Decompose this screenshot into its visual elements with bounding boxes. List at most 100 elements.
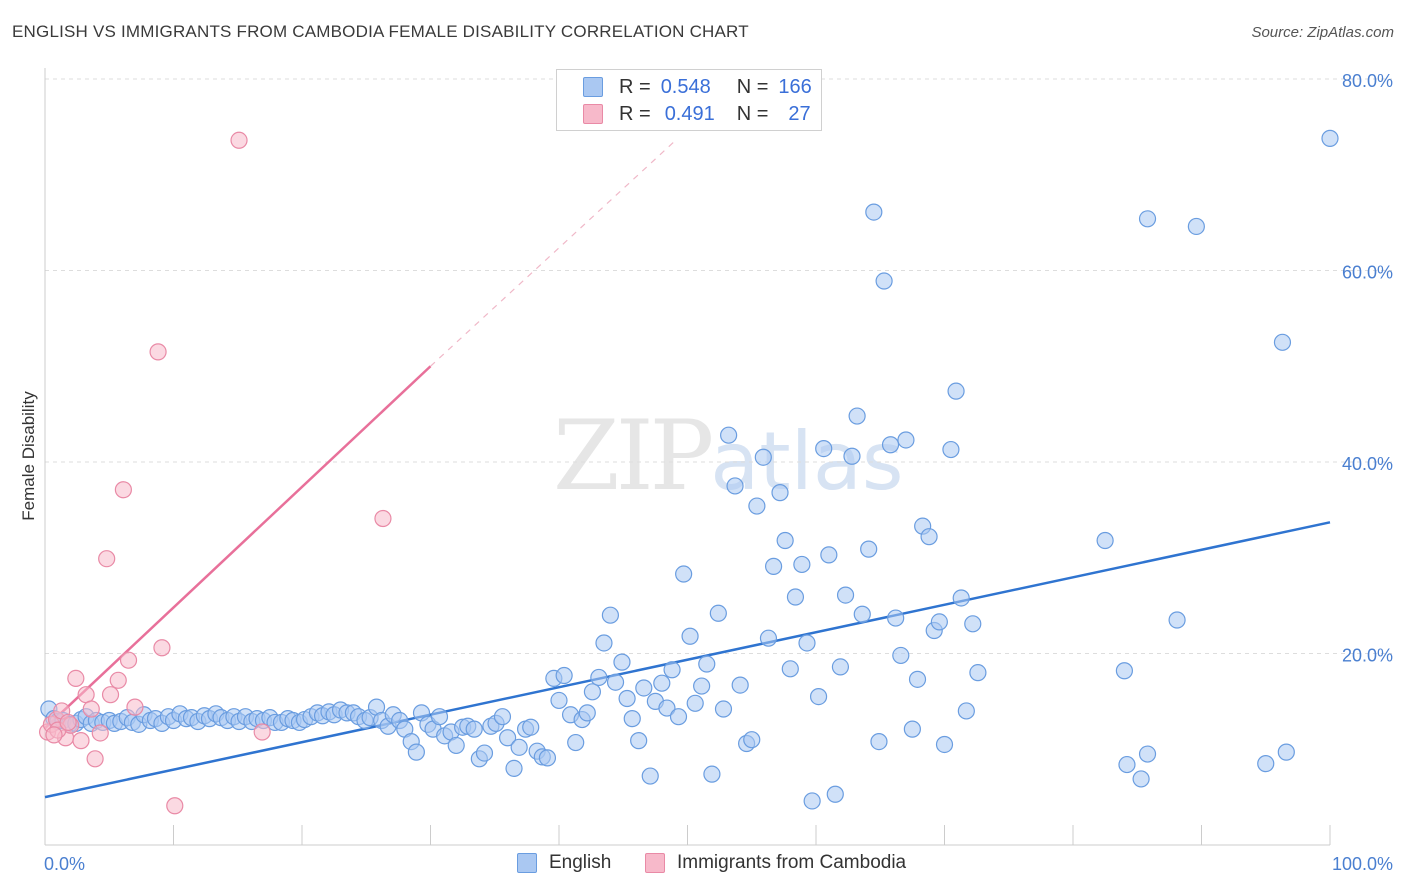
cambodia-points: [38, 131, 392, 815]
x-tick-label: 0.0%: [44, 854, 85, 874]
english-point: [635, 679, 653, 697]
correlation-legend: R = 0.548 N = 166 R = 0.491 N = 27: [556, 69, 822, 131]
source-credit: Source: ZipAtlas.com: [1251, 24, 1394, 41]
english-point: [465, 720, 483, 738]
english-point: [1277, 743, 1295, 761]
cambodia-point: [72, 732, 90, 750]
english-point: [623, 710, 641, 728]
english-point: [505, 759, 523, 778]
english-points: [40, 129, 1339, 810]
english-point: [793, 555, 811, 574]
english-point: [897, 431, 915, 449]
english-point: [641, 767, 659, 785]
legend-cambodia-swatch: [645, 853, 665, 873]
series-legend: English Immigrants from Cambodia: [0, 852, 1406, 878]
cambodia-point: [101, 686, 120, 704]
english-point: [447, 736, 465, 755]
english-point: [930, 613, 948, 631]
english-point: [920, 528, 938, 546]
english-point: [1138, 745, 1157, 763]
english-point: [820, 546, 838, 564]
y-tick-label: 40.0%: [1342, 454, 1393, 474]
legend-row-english: R = 0.548 N = 166: [583, 74, 812, 100]
english-point: [618, 689, 636, 708]
tick-labels: 20.0% 40.0% 60.0% 80.0% 0.0% 100.0%: [44, 71, 1393, 874]
english-point: [726, 477, 744, 495]
english-point: [499, 729, 517, 747]
english-point: [969, 664, 987, 682]
english-point: [714, 700, 733, 718]
y-tick-label: 60.0%: [1342, 263, 1393, 283]
english-point: [887, 609, 905, 627]
english-point: [957, 702, 975, 720]
english-point: [743, 731, 761, 749]
legend-english-label: English: [549, 852, 612, 873]
english-point: [843, 447, 861, 465]
english-point: [803, 792, 821, 810]
english-point: [590, 668, 608, 687]
english-point: [935, 735, 954, 754]
english-point: [1096, 531, 1114, 550]
english-point: [1115, 662, 1134, 680]
cambodia-trend-line: [44, 365, 432, 730]
english-point: [1321, 129, 1339, 147]
english-point: [681, 627, 699, 645]
english-point: [1257, 755, 1275, 773]
english-point: [709, 604, 727, 622]
english-point: [748, 497, 766, 515]
legend-english-swatch: [517, 853, 537, 873]
english-point: [522, 718, 540, 736]
legend-cambodia-label: Immigrants from Cambodia: [677, 852, 907, 873]
english-point: [663, 661, 681, 679]
english-point: [1187, 217, 1205, 236]
english-point: [538, 749, 557, 767]
cambodia-point: [82, 700, 100, 718]
cambodia-trend-extension: [430, 140, 676, 367]
y-axis-label: Female Disability: [19, 391, 38, 521]
english-point: [853, 605, 871, 623]
english-point: [809, 687, 828, 706]
english-point: [831, 658, 850, 676]
cambodia-n-label: N =: [736, 102, 769, 125]
cambodia-point: [166, 797, 184, 815]
english-point: [781, 660, 799, 678]
english-point: [583, 683, 602, 701]
english-point: [698, 655, 716, 673]
english-point: [952, 589, 970, 607]
english-point: [903, 720, 921, 738]
english-point: [1132, 770, 1150, 788]
english-point: [860, 540, 878, 558]
cambodia-point: [114, 481, 132, 499]
english-point: [430, 708, 449, 726]
english-point: [1138, 210, 1157, 228]
english-point: [675, 565, 693, 583]
cambodia-n-value: 27: [788, 102, 811, 125]
english-point: [908, 670, 927, 688]
english-point: [595, 634, 613, 652]
english-point: [881, 436, 900, 454]
english-point: [578, 704, 596, 722]
english-point: [754, 448, 772, 466]
grid-lines: [45, 78, 1392, 654]
english-point: [567, 733, 585, 752]
cambodia-point: [77, 686, 95, 704]
english-point: [613, 653, 631, 671]
english-point: [493, 708, 512, 726]
cambodia-point: [119, 651, 138, 669]
english-point: [555, 666, 573, 685]
english-point: [1273, 333, 1292, 351]
english-point: [771, 484, 789, 502]
english-point: [686, 694, 704, 712]
english-point: [703, 765, 721, 783]
cambodia-r-label: R =: [619, 102, 651, 125]
english-trend-line: [44, 521, 1331, 799]
cambodia-point: [59, 713, 77, 732]
english-point: [510, 738, 528, 756]
english-point: [669, 708, 688, 726]
english-point: [815, 439, 833, 458]
cambodia-point: [126, 698, 144, 716]
english-point: [947, 382, 965, 400]
english-point: [550, 691, 568, 710]
cambodia-point: [153, 639, 171, 657]
english-point: [407, 743, 425, 761]
